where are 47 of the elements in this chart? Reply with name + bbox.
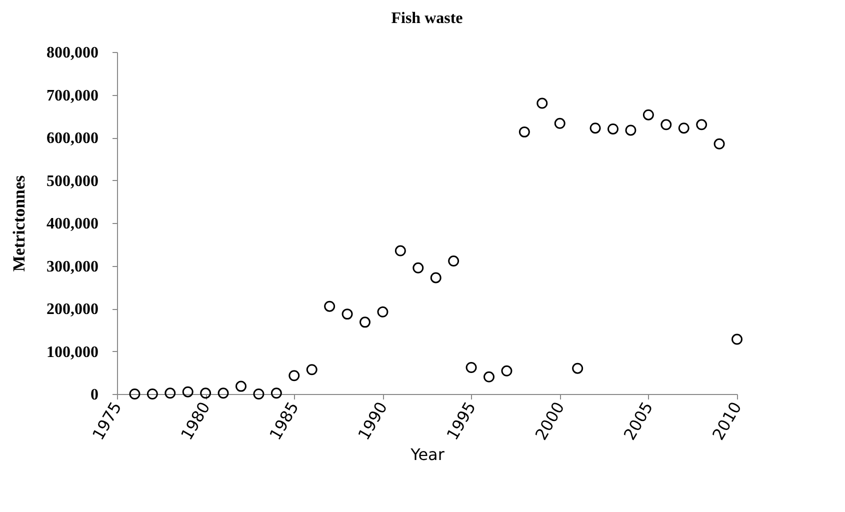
- point: [324, 300, 336, 312]
- y-tick-label: 800,000: [46, 44, 98, 62]
- point: [394, 245, 406, 256]
- point: [360, 316, 370, 328]
- point: [430, 272, 442, 284]
- point: [714, 138, 725, 150]
- point: [590, 122, 601, 134]
- point: [412, 262, 424, 274]
- y-axis-title: Metrictonnes: [10, 174, 28, 272]
- point: [146, 388, 158, 400]
- y-tick-label: 500,000: [46, 172, 98, 190]
- point: [608, 123, 618, 134]
- y-tick-label: 0: [90, 386, 98, 404]
- y-tick-label: 100,000: [46, 344, 98, 361]
- point: [518, 126, 530, 138]
- point: [129, 388, 140, 400]
- point: [484, 371, 494, 382]
- point: [660, 119, 672, 130]
- point: [182, 386, 194, 398]
- point: [270, 388, 282, 399]
- point: [218, 388, 229, 399]
- point: [377, 306, 388, 318]
- point: [554, 118, 566, 129]
- point: [200, 388, 212, 399]
- point: [253, 388, 264, 400]
- point: [288, 370, 300, 382]
- point: [572, 362, 584, 374]
- y-tick-label: 700,000: [46, 87, 98, 104]
- point: [696, 119, 708, 130]
- y-tick-label: 300,000: [46, 258, 98, 276]
- point: [448, 256, 460, 267]
- x-axis-title: Year: [410, 444, 445, 464]
- point: [164, 388, 176, 399]
- point: [642, 109, 654, 120]
- point: [625, 124, 636, 136]
- point: [466, 362, 477, 373]
- point: [678, 122, 690, 134]
- point: [536, 98, 548, 109]
- point: [306, 364, 318, 376]
- chart-title: Fish waste: [391, 10, 463, 27]
- point: [732, 334, 742, 345]
- point: [501, 365, 512, 376]
- y-tick-label: 600,000: [46, 130, 98, 147]
- y-tick-label: 400,000: [46, 216, 98, 232]
- point: [236, 380, 246, 392]
- y-tick-label: 200,000: [46, 301, 98, 318]
- point: [342, 308, 353, 320]
